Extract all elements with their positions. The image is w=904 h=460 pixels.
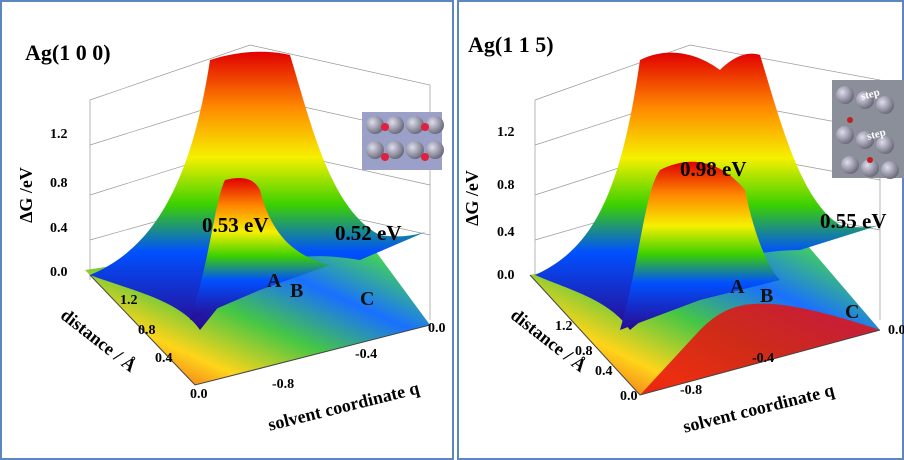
point-label: A (267, 270, 282, 292)
distance-tick-label: 0.8 (575, 344, 593, 359)
distance-axis-label: distance / Å (57, 305, 140, 376)
z-tick-label: 1.2 (497, 125, 515, 140)
z-axis-label: ΔG /eV (462, 170, 482, 226)
barrier-label: 0.52 eV (335, 221, 402, 245)
barrier-label: 0.53 eV (202, 213, 269, 237)
barrier-label: 0.55 eV (820, 209, 887, 233)
z-tick-label: 0.4 (497, 225, 515, 240)
q-tick-label: 0.0 (888, 323, 904, 338)
q-tick-label: 0.0 (428, 321, 446, 336)
distance-tick-label: 1.2 (120, 293, 138, 308)
q-tick-label: -0.8 (272, 377, 294, 392)
z-tick-label: 0.0 (497, 268, 515, 283)
q-axis-label: solvent coordinate q (681, 380, 836, 437)
z-tick-label: 0.0 (50, 265, 68, 280)
point-label: C (360, 288, 374, 310)
point-label: B (290, 280, 303, 302)
z-axis-label: ΔG /eV (16, 167, 36, 223)
q-tick-label: -0.8 (680, 383, 702, 398)
z-tick-label: 0.8 (497, 178, 515, 193)
distance-tick-label: 0.0 (190, 387, 208, 402)
panel-title: Ag(1 0 0) (25, 40, 111, 65)
point-label: A (730, 276, 745, 298)
distance-tick-label: 0.4 (155, 351, 173, 366)
z-tick-label: 1.2 (50, 127, 68, 142)
z-tick-label: 0.4 (50, 221, 68, 236)
inset-structure (362, 112, 444, 170)
distance-tick-label: 0.4 (595, 364, 613, 379)
barrier-label: 0.98 eV (680, 157, 747, 181)
point-label: B (760, 285, 773, 307)
point-label: C (845, 301, 859, 323)
q-tick-label: -0.4 (752, 351, 774, 366)
distance-tick-label: 1.2 (555, 319, 573, 334)
panel-title: Ag(1 1 5) (468, 32, 554, 57)
q-tick-label: -0.4 (355, 347, 377, 362)
distance-tick-label: 0.0 (620, 389, 638, 404)
distance-tick-label: 0.8 (138, 323, 156, 338)
z-tick-label: 0.8 (50, 176, 68, 191)
figure: Ag(1 0 0) ΔG /eV 1.2 0.8 0.4 0.0 0.53 eV… (0, 0, 904, 460)
